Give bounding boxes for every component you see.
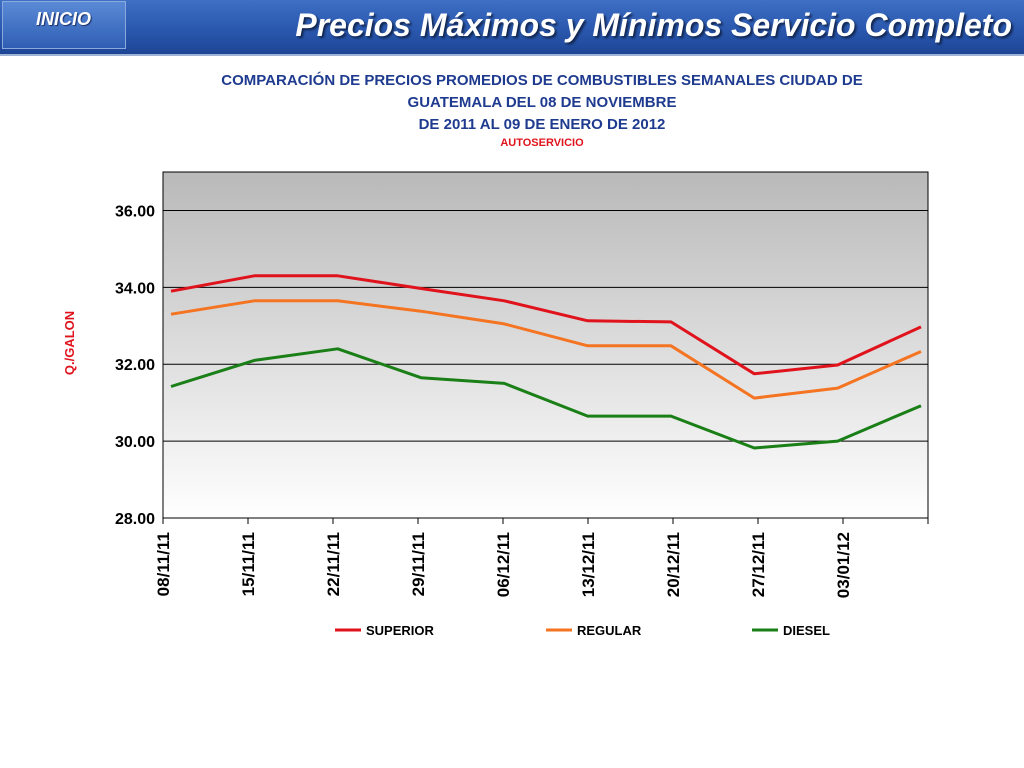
x-tick-label: 13/12/11	[579, 532, 598, 597]
series-line-superior	[170, 274, 922, 376]
y-tick-label: 30.00	[115, 434, 155, 451]
plot-area	[162, 171, 929, 519]
series-lines	[170, 274, 922, 450]
x-tick-label: 29/11/11	[409, 532, 428, 596]
x-tick-label: 06/12/11	[494, 532, 513, 597]
x-tick-label: 22/11/11	[324, 532, 343, 596]
x-tick-label: 08/11/11	[154, 532, 173, 596]
x-tick-label: 27/12/11	[749, 532, 768, 597]
chart-title-line-3: DE 2011 AL 09 DE ENERO DE 2012	[418, 116, 666, 133]
chart-title-line-1: COMPARACIÓN DE PRECIOS PROMEDIOS DE COMB…	[221, 72, 863, 89]
home-button-label: INICIO	[36, 9, 92, 29]
legend-label-regular: REGULAR	[577, 623, 642, 638]
legend-label-diesel: DIESEL	[783, 623, 830, 638]
legend: SUPERIOR REGULAR DIESEL	[335, 623, 830, 638]
y-tick-label: 34.00	[115, 280, 155, 297]
chart-subtitle: AUTOSERVICIO	[500, 137, 584, 149]
y-tick-label: 36.00	[115, 203, 155, 220]
gridlines	[163, 209, 928, 442]
x-tick-label: 20/12/11	[664, 532, 683, 597]
x-tick-label: 15/11/11	[239, 532, 258, 596]
page-title: Precios Máximos y Mínimos Servicio Compl…	[295, 7, 1012, 43]
home-button[interactable]: INICIO	[2, 1, 126, 49]
y-tick-label: 28.00	[115, 511, 155, 528]
series-line-diesel	[170, 347, 922, 450]
x-axis-ticks: 08/11/11 15/11/11 22/11/11 29/11/11 06/12/11…	[154, 518, 929, 598]
header-bar: INICIO Precios Máximos y Mínimos Servici…	[0, 0, 1024, 56]
legend-label-superior: SUPERIOR	[366, 623, 435, 638]
y-axis-ticks: 28.00 30.00 32.00 34.00 36.00	[115, 203, 155, 528]
chart-title-line-2: GUATEMALA DEL 08 DE NOVIEMBRE	[407, 94, 677, 111]
y-axis-label: Q./GALON	[62, 311, 77, 375]
x-tick-label: 03/01/12	[834, 532, 853, 598]
y-tick-label: 32.00	[115, 357, 155, 374]
series-line-regular	[170, 299, 922, 400]
